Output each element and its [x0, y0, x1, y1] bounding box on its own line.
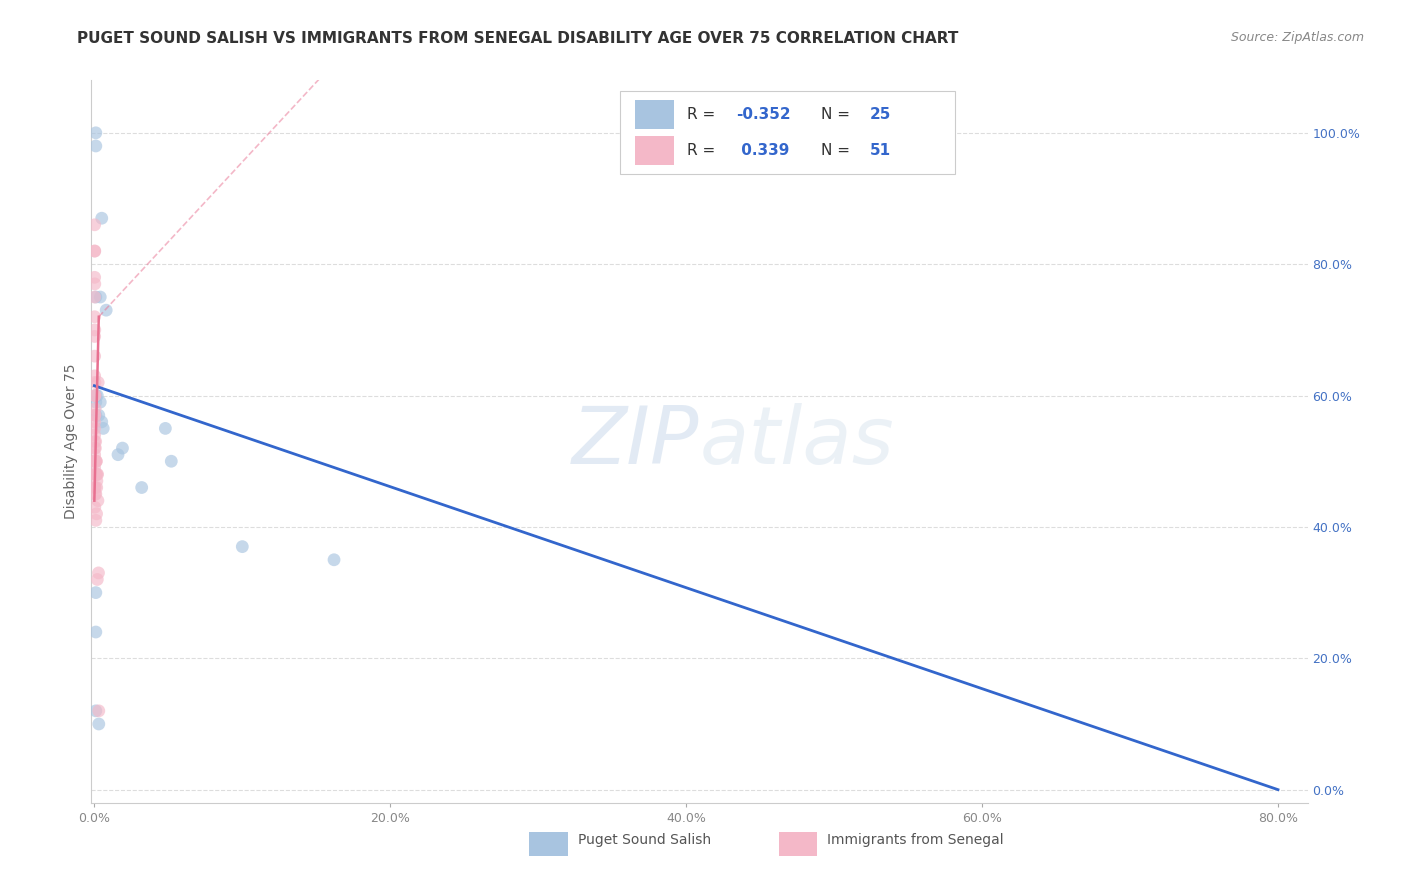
Point [86, 467, 108, 482]
Point [86, 573, 108, 587]
Point [83, 218, 105, 232]
Text: ZIP: ZIP [572, 402, 699, 481]
Point [90, 415, 112, 429]
Point [84, 401, 107, 416]
Point [83, 434, 105, 449]
Text: Immigrants from Senegal: Immigrants from Senegal [827, 833, 1004, 847]
Point [86, 467, 108, 482]
Point [83, 454, 105, 468]
Point [84, 625, 107, 640]
Text: Source: ZipAtlas.com: Source: ZipAtlas.com [1230, 31, 1364, 45]
Point [83, 244, 105, 258]
Point [83, 421, 105, 435]
Point [83, 460, 105, 475]
Text: N =: N = [821, 143, 855, 158]
Point [89, 395, 111, 409]
Point [83, 415, 105, 429]
Point [84, 467, 107, 482]
Point [87, 493, 110, 508]
Point [83, 467, 105, 482]
Text: R =: R = [688, 143, 720, 158]
Text: Puget Sound Salish: Puget Sound Salish [578, 833, 711, 847]
Text: 0.339: 0.339 [735, 143, 789, 158]
FancyBboxPatch shape [620, 91, 955, 174]
Point [83, 454, 105, 468]
Point [83, 481, 105, 495]
Point [83, 388, 105, 402]
Bar [529, 832, 568, 855]
Point [84, 481, 107, 495]
Point [84, 454, 107, 468]
Point [86, 474, 108, 488]
Point [87, 566, 110, 580]
Point [84, 409, 107, 423]
Point [131, 481, 153, 495]
Point [111, 441, 134, 455]
Point [83, 270, 105, 285]
Point [86, 507, 108, 521]
Text: atlas: atlas [699, 402, 894, 481]
Point [84, 434, 107, 449]
Point [90, 211, 112, 226]
Point [83, 277, 105, 291]
Point [89, 290, 111, 304]
Point [84, 126, 107, 140]
Point [84, 441, 107, 455]
Text: -0.352: -0.352 [735, 107, 790, 121]
Bar [636, 136, 673, 165]
Text: 51: 51 [870, 143, 891, 158]
Point [323, 553, 346, 567]
Point [84, 290, 107, 304]
Point [83, 409, 105, 423]
Point [84, 409, 107, 423]
Point [86, 454, 108, 468]
Text: PUGET SOUND SALISH VS IMMIGRANTS FROM SENEGAL DISABILITY AGE OVER 75 CORRELATION: PUGET SOUND SALISH VS IMMIGRANTS FROM SE… [77, 31, 959, 46]
Point [87, 717, 110, 731]
Point [84, 388, 107, 402]
Point [83, 441, 105, 455]
Y-axis label: Disability Age Over 75: Disability Age Over 75 [65, 364, 79, 519]
Point [84, 454, 107, 468]
Point [84, 585, 107, 599]
Point [84, 467, 107, 482]
Point [231, 540, 253, 554]
Point [87, 409, 110, 423]
Point [86, 481, 108, 495]
Point [91, 421, 114, 435]
Point [83, 323, 105, 337]
Point [155, 421, 177, 435]
Point [84, 395, 107, 409]
Point [83, 349, 105, 363]
Point [83, 310, 105, 324]
Text: 25: 25 [870, 107, 891, 121]
Text: N =: N = [821, 107, 855, 121]
Point [83, 368, 105, 383]
Point [160, 454, 183, 468]
Point [87, 376, 110, 390]
Point [84, 139, 107, 153]
Bar [779, 832, 817, 855]
Point [84, 454, 107, 468]
Point [107, 448, 129, 462]
Point [83, 500, 105, 515]
Point [83, 428, 105, 442]
Point [84, 388, 107, 402]
Point [83, 290, 105, 304]
Point [84, 487, 107, 501]
Point [84, 487, 107, 501]
Point [83, 448, 105, 462]
Point [96, 303, 118, 318]
Point [83, 244, 105, 258]
Point [83, 329, 105, 343]
Text: R =: R = [688, 107, 720, 121]
Point [84, 513, 107, 527]
Point [84, 704, 107, 718]
Point [84, 376, 107, 390]
Point [86, 388, 108, 402]
Bar [636, 100, 673, 128]
Point [87, 704, 110, 718]
